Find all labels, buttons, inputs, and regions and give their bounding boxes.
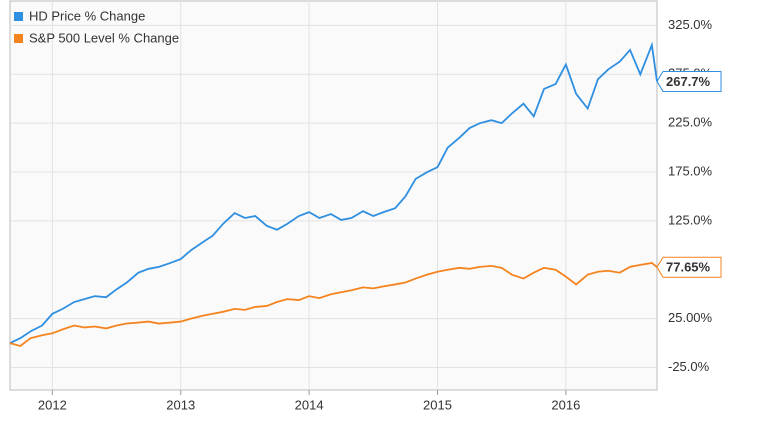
legend-label: S&P 500 Level % Change xyxy=(29,30,179,45)
legend-swatch xyxy=(14,12,23,21)
y-tick-label: -25.0% xyxy=(668,359,710,374)
y-tick-label: 125.0% xyxy=(668,212,713,227)
end-label: 267.7% xyxy=(666,74,711,89)
legend-swatch xyxy=(14,34,23,43)
plot-area xyxy=(9,0,658,391)
y-tick-label: 175.0% xyxy=(668,163,713,178)
end-label-box xyxy=(656,70,722,92)
x-tick-label: 2014 xyxy=(295,397,324,412)
y-tick-label: 225.0% xyxy=(668,115,713,130)
legend-label: HD Price % Change xyxy=(29,8,145,23)
line xyxy=(9,41,658,344)
y-tick-label: 25.00% xyxy=(668,310,713,325)
x-tick-label: 2016 xyxy=(551,397,580,412)
x-tick-label: 2015 xyxy=(423,397,452,412)
x-tick-label: 2012 xyxy=(38,397,67,412)
end-label: 77.65% xyxy=(666,260,711,275)
end-label-box xyxy=(656,256,722,278)
line xyxy=(9,261,658,348)
y-tick-label: 325.0% xyxy=(668,17,713,32)
x-tick-label: 2013 xyxy=(166,397,195,412)
